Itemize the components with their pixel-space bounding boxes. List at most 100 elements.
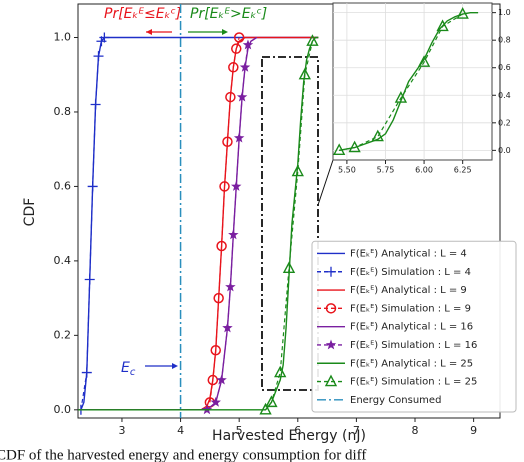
plot-frame [77, 3, 501, 419]
data-point [222, 136, 233, 148]
y-axis-label: CDF [22, 198, 38, 227]
data-point [306, 34, 319, 46]
y-tick-label: 0.8 [54, 105, 72, 118]
legend-marker [326, 266, 336, 277]
x-tick-label: 3 [118, 424, 125, 437]
data-point [259, 402, 272, 415]
legend-label: F(Eₖᴱ) Analytical : L = 4 [350, 248, 467, 259]
legend-marker [325, 339, 337, 350]
x-axis-label: Harvested Energy (nJ) [212, 428, 366, 444]
data-point [93, 51, 104, 62]
plot-0: 3 4 5 6 7 8 9 0.0 0.2 0.4 0.6 0.8 1.0 [54, 4, 477, 437]
data-point [216, 240, 227, 252]
data-point [231, 180, 242, 191]
annotation: Ec [121, 360, 136, 378]
x-tick-label: 5 [236, 424, 243, 437]
data-point [81, 367, 92, 378]
annotation: Pr[Eₖᴱ≤Eₖᶜ] [104, 6, 181, 22]
data-point [216, 374, 227, 385]
x-tick-label: 6 [294, 424, 301, 437]
data-point [282, 261, 296, 274]
series-group [78, 4, 319, 418]
x-tick-label: 7 [353, 424, 360, 437]
plot-1: 5.50 5.75 6.00 6.25 0.0 0.2 0.4 0.6 0.8 1.0 [332, 2, 511, 175]
data-point [231, 43, 242, 54]
data-point [87, 181, 98, 192]
y-tick-label: 0.2 [54, 328, 72, 341]
x-tick-label: 4 [177, 424, 184, 437]
legend-marker [325, 303, 337, 314]
data-point [291, 164, 304, 177]
data-point [225, 281, 236, 292]
legend-marker [324, 374, 338, 387]
x-tick-label: 5.50 [338, 166, 356, 175]
data-point [207, 374, 219, 386]
legend-label: F(Eₖᴱ) Simulation : L = 4 [350, 267, 471, 278]
data-point [265, 395, 278, 408]
y-tick-label: 0.4 [54, 254, 72, 267]
series-line [265, 41, 314, 411]
data-point [233, 132, 245, 143]
annotation: Pr[Eₖᴱ>Eₖᶜ] [190, 6, 267, 22]
data-point [298, 67, 311, 80]
data-point [213, 292, 224, 304]
y-tick-label: 1.0 [498, 8, 511, 17]
x-tick-label: 6.00 [415, 166, 433, 175]
y-tick-label: 0.0 [54, 403, 72, 416]
legend-label: F(Eₖᴱ) Analytical : L = 25 [350, 358, 473, 369]
data-point [456, 7, 469, 19]
legend-label: F(Eₖᴱ) Analytical : L = 16 [350, 322, 473, 333]
series-line [209, 37, 240, 403]
data-point [236, 91, 248, 102]
y-tick-label: 0.6 [498, 63, 511, 72]
data-point [90, 99, 101, 110]
data-point [233, 32, 245, 43]
x-tick-label: 9 [470, 424, 477, 437]
zoom-connector [317, 159, 334, 206]
data-point [219, 181, 230, 192]
legend-label: F(Eₖᴱ) Simulation : L = 25 [350, 377, 477, 388]
data-point [222, 322, 233, 333]
data-point [210, 344, 221, 356]
y-tick-label: 1.0 [54, 31, 72, 44]
data-point [436, 19, 449, 32]
legend-label: F(Eₖᴱ) Simulation : L = 9 [350, 303, 471, 314]
data-point [371, 129, 384, 142]
data-point [348, 140, 361, 153]
annotation-arrows [145, 29, 228, 369]
data-point [333, 143, 346, 156]
y-tick-label: 0.8 [498, 36, 511, 45]
x-tick-label: 6.25 [454, 166, 472, 175]
caption: CDF of the harvested energy and energy c… [0, 447, 366, 462]
legend-label: F(Eₖᴱ) Analytical : L = 9 [350, 285, 467, 296]
legend-label: F(Eₖᴱ) Simulation : L = 16 [350, 340, 477, 351]
series-group [333, 7, 479, 156]
x-tick-label: 5.75 [377, 166, 395, 175]
data-point [417, 55, 431, 67]
y-tick-label: 0.4 [498, 91, 511, 100]
series-line [78, 36, 258, 411]
data-point [210, 396, 221, 407]
x-tick-label: 8 [412, 424, 419, 437]
series-line [339, 13, 463, 151]
inset-background [332, 2, 493, 161]
legend: F(Eₖᴱ) Analytical : L = 4 F(Eₖᴱ) Simulati… [311, 240, 517, 413]
data-point [84, 274, 95, 285]
data-point [274, 365, 287, 378]
series-line [80, 37, 105, 410]
legend-box [311, 240, 517, 413]
zoom-box [261, 56, 319, 391]
y-tick-label: 0.6 [54, 179, 72, 192]
data-point [228, 229, 239, 240]
data-point [394, 91, 408, 103]
y-tick-label: 0.0 [498, 146, 511, 155]
y-tick-label: 0.2 [498, 118, 511, 127]
data-point [225, 91, 236, 103]
data-point [239, 61, 251, 72]
data-point [242, 39, 254, 50]
data-point [99, 32, 110, 43]
data-point [228, 62, 239, 73]
legend-label: Energy Consumed [350, 395, 441, 406]
